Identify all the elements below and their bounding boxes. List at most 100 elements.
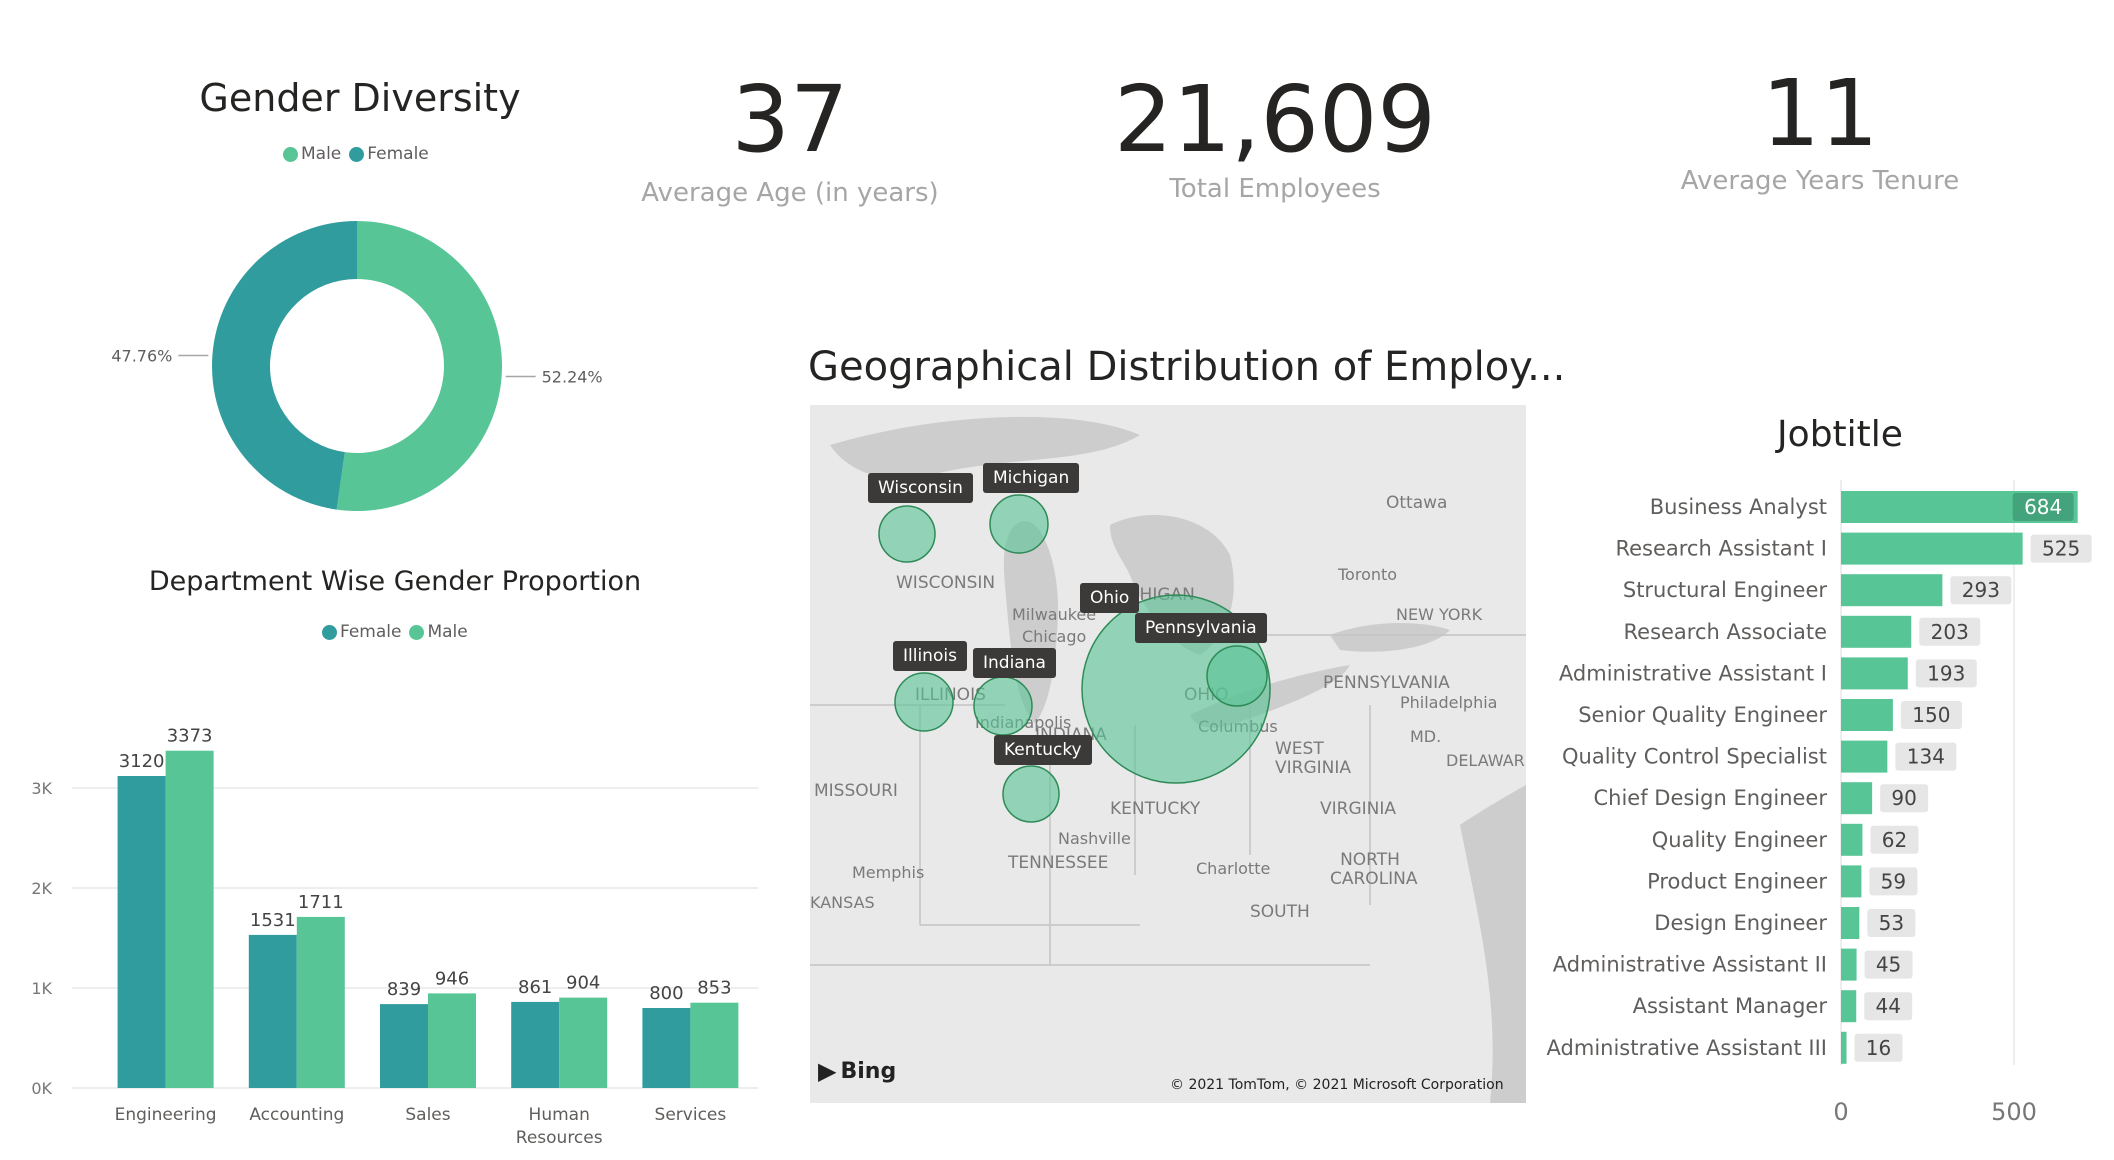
category-label: Product Engineer [1647,869,1827,893]
bar[interactable] [1841,615,1912,648]
category-label: Business Analyst [1650,495,1827,519]
category-label: Administrative Assistant I [1559,661,1827,685]
kpi-label: Average Age (in years) [641,178,939,208]
category-label: Senior Quality Engineer [1578,703,1827,727]
data-label: 3120 [119,751,165,772]
data-label-box [1950,576,2012,605]
x-category-label: Engineering [115,1105,217,1125]
data-label: 839 [387,979,421,1000]
map-state-label: Pennsylvania [1135,613,1267,644]
bar[interactable] [1841,657,1908,690]
bar[interactable] [1841,699,1893,731]
legend-item[interactable]: Male [283,144,341,164]
category-label: Research Associate [1624,620,1828,644]
bar-male[interactable] [296,916,345,1088]
map-state-label: Michigan [983,463,1080,494]
bar-male[interactable] [559,997,608,1088]
data-label: 1531 [250,910,296,931]
map-state-label: Indiana [973,648,1056,679]
map-place-name: Philadelphia [1400,693,1498,712]
legend-item[interactable]: Female [322,622,401,642]
y-tick-label: 0K [31,1079,52,1098]
donut-data-label: 52.24% [542,367,603,386]
map-place-name: WEST VIRGINIA [1275,739,1352,778]
bar-female[interactable] [511,1001,560,1088]
map-place-name: SOUTH [1250,902,1310,922]
donut-slice-male[interactable] [336,221,502,511]
legend-item[interactable]: Female [349,144,429,164]
map-bubble-michigan[interactable] [989,494,1049,554]
data-label-box [1900,701,1962,729]
data-label: 525 [2042,537,2080,561]
map-place-name: PENNSYLVANIA [1323,673,1450,693]
data-label: 1711 [298,892,344,913]
bar[interactable] [1841,823,1863,856]
data-label: 203 [1931,620,1969,644]
map-place-name: WISCONSIN [896,573,996,593]
gender-diversity-legend: Male Female [283,144,437,164]
bing-label: Bing [840,1058,897,1084]
data-label-box [1867,909,1916,937]
data-label-box [1915,659,1977,688]
map-place-name: Chicago [1022,627,1087,646]
category-label: Administrative Assistant II [1553,953,1827,977]
bar[interactable] [1841,740,1888,773]
map-bubble-kentucky[interactable] [1002,765,1060,823]
map-place-name: Charlotte [1196,859,1271,878]
legend-dot [322,624,337,640]
legend-label: Male [301,144,342,164]
bar-female[interactable] [380,1004,428,1088]
bar-female[interactable] [248,934,297,1088]
map-title: Geographical Distribution of Employ... [808,344,1566,390]
data-label-box [1880,784,1929,813]
bar-male[interactable] [428,993,476,1088]
map-place-name: TENNESSEE [1008,853,1109,873]
bar[interactable] [1841,865,1862,898]
data-label: 293 [1962,578,2000,602]
donut-slice-female[interactable] [211,221,357,510]
data-label: 853 [697,978,731,999]
bar[interactable] [1841,574,1943,607]
gender-donut-chart[interactable]: 52.24% 47.76% [90,200,650,540]
y-tick-label: 3K [31,779,52,798]
jobtitle-bar-chart[interactable]: 0 500 Business Analyst 684 Research Assistan… [1540,470,2114,1150]
bar[interactable] [1841,782,1873,815]
map-bubble-illinois[interactable] [894,672,954,732]
bar-male[interactable] [690,1002,739,1088]
bar[interactable] [1841,948,1857,981]
lake-ontario [1330,623,1450,652]
map-place-name: Milwaukee [1012,605,1097,624]
map-canvas[interactable]: WISCONSIN MICHIGAN Ottawa Toronto NEW YORK Mi… [810,405,1526,1103]
map-bubble-indiana[interactable] [973,676,1033,736]
legend-dot [409,624,425,640]
bar[interactable] [1841,990,1857,1023]
bar-female[interactable] [117,776,166,1088]
x-category-label: Resources [516,1128,603,1148]
bar-male[interactable] [165,750,214,1088]
lake-superior [830,416,1140,479]
category-label: Chief Design Engineer [1593,786,1827,810]
bar[interactable] [1841,1031,1847,1064]
x-category-label: Services [655,1105,727,1125]
data-label: 45 [1876,953,1901,977]
map-place-name: KANSAS [810,893,875,912]
map-bubble-pennsylvania[interactable] [1206,645,1268,707]
legend-label: Female [340,622,402,642]
map-bubble-layer[interactable] [810,405,1526,1103]
map-state-label: Wisconsin [868,473,973,504]
data-label-box [1869,867,1918,896]
map-bubble-wisconsin[interactable] [878,505,936,563]
category-label: Quality Engineer [1652,828,1828,852]
legend-item[interactable]: Male [409,622,468,642]
map-place-name: Memphis [852,863,925,882]
kpi-value: 37 [731,66,849,173]
bar-female[interactable] [642,1008,691,1088]
bar[interactable] [1841,532,2023,565]
data-label-box [1864,992,1913,1021]
bar[interactable] [1841,907,1860,939]
donut-data-label: 47.76% [111,347,172,366]
map-state-label: Illinois [893,641,967,672]
x-category-label: Sales [405,1105,450,1125]
category-label: Quality Control Specialist [1562,745,1827,769]
